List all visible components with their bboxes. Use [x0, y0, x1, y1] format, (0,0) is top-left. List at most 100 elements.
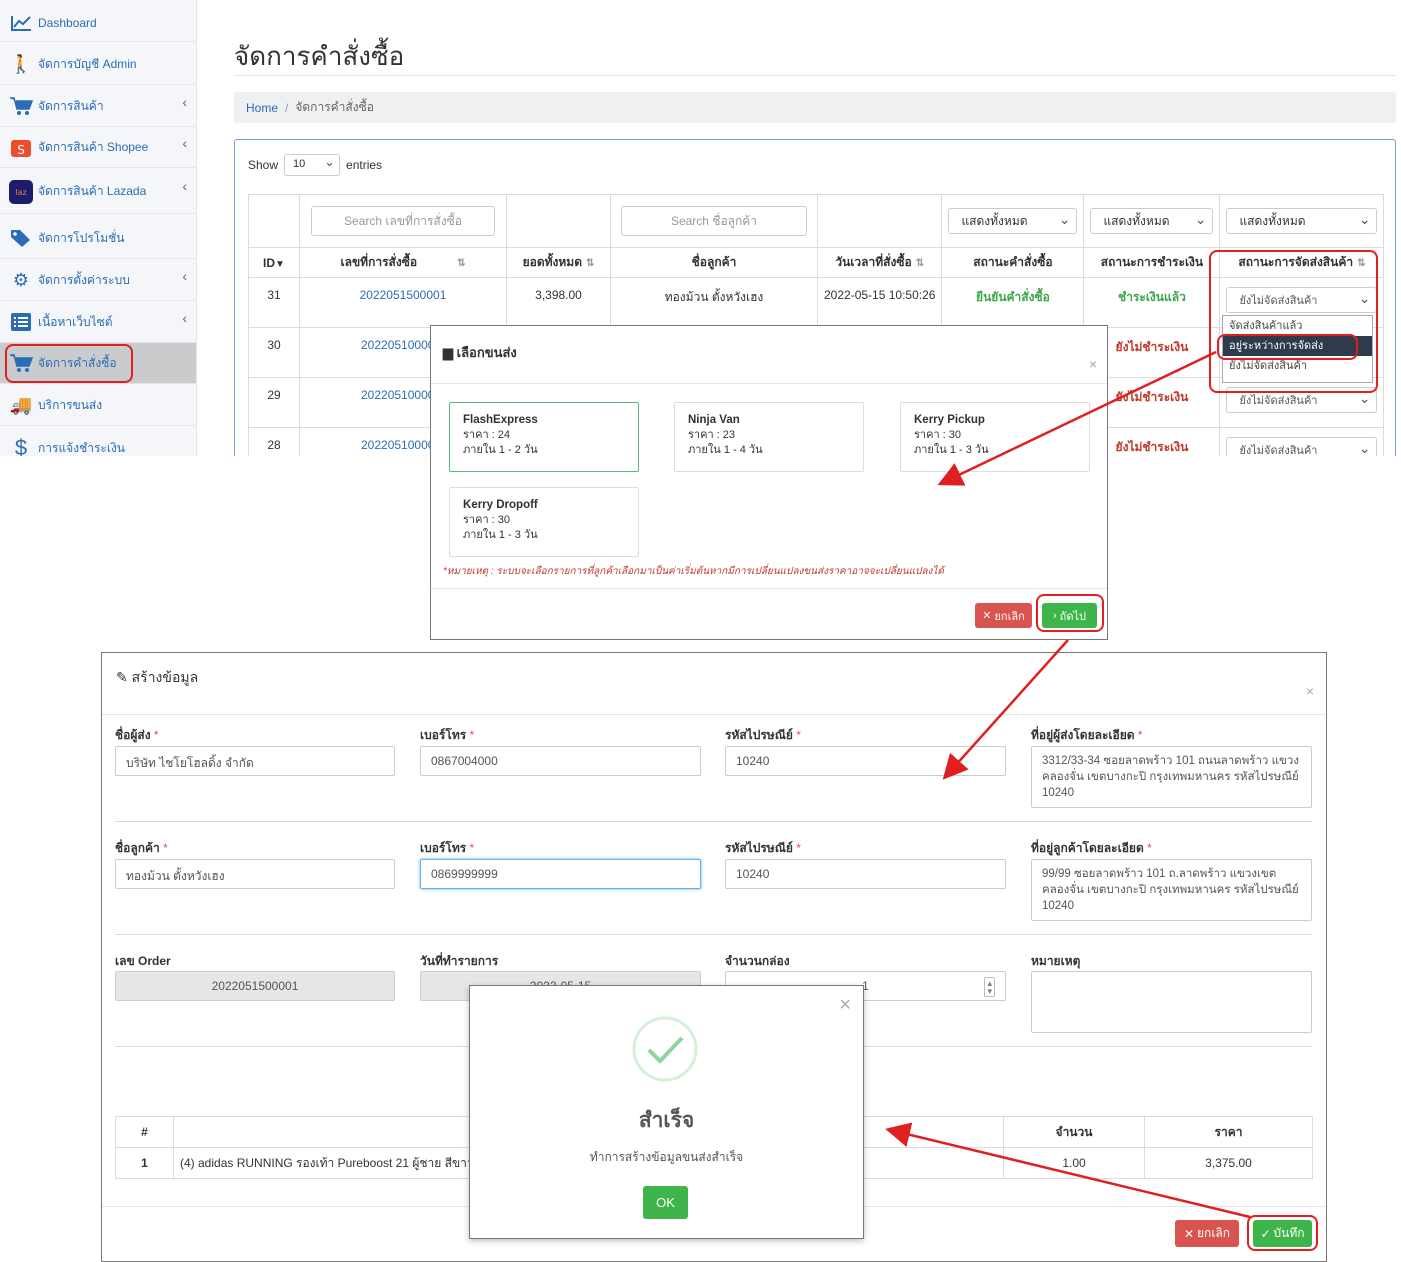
sidebar-item-products[interactable]: จัดการสินค้า ‹ — [0, 86, 196, 127]
dropdown-option[interactable]: จัดส่งสินค้าแล้ว — [1229, 320, 1303, 332]
col-header-order-no[interactable]: เลขที่การสั่งซื้อ ⇅ — [299, 247, 507, 278]
option-name: FlashExpress — [463, 414, 538, 426]
sidebar-item-label: จัดการบัญชี Admin — [38, 56, 137, 71]
order-number-label: เลข Order — [115, 954, 171, 968]
box-count-value: 1 — [862, 979, 869, 993]
customer-name-input[interactable]: ทองม้วน ตั้งหวังเฮง — [115, 859, 395, 889]
shopee-icon: S — [8, 135, 34, 159]
sender-name-input[interactable]: บริษัท ไชโยโฮลดิ้ง จำกัด — [115, 746, 395, 776]
sidebar-item-promotion[interactable]: จัดการโปรโมชั่น — [0, 218, 196, 259]
divider — [431, 383, 1107, 384]
page-title: จัดการคำสั่งซื้อ — [234, 42, 405, 72]
customer-zip-input[interactable]: 10240 — [725, 859, 1006, 889]
sort-icon: ⇅ — [915, 258, 925, 269]
sidebar-item-settings[interactable]: ⚙ จัดการตั้งค่าระบบ ‹ — [0, 260, 196, 301]
shipping-option-kerry-dropoff[interactable]: Kerry Dropoff ราคา : 30 ภายใน 1 - 3 วัน — [449, 487, 639, 557]
save-label: บันทึก — [1273, 1226, 1305, 1240]
next-button[interactable]: › ถัดไป — [1042, 603, 1097, 628]
sidebar-item-content[interactable]: เนื้อหาเว็บไซต์ ‹ — [0, 302, 196, 343]
cell-qty: 1.00 — [1003, 1147, 1145, 1179]
shipping-option-kerry-pickup[interactable]: Kerry Pickup ราคา : 30 ภายใน 1 - 3 วัน — [900, 402, 1090, 472]
show-label: Show — [248, 158, 279, 172]
required-mark: * — [796, 728, 801, 742]
calendar-icon: ▆ — [443, 345, 453, 360]
required-mark: * — [469, 841, 475, 855]
sidebar-item-label: จัดการตั้งค่าระบบ — [38, 272, 130, 287]
shipping-option-ninja[interactable]: Ninja Van ราคา : 23 ภายใน 1 - 4 วัน — [674, 402, 864, 472]
filter-row: Search เลขที่การสั่งซื้อ Search ชื่อลูกค… — [248, 194, 1385, 248]
cell-order-link[interactable]: 2022051500001 — [299, 277, 507, 328]
sidebar-item-admin[interactable]: 🚶 จัดการบัญชี Admin — [0, 44, 196, 85]
col-header-qty: จำนวน — [1003, 1116, 1145, 1148]
cart-icon — [8, 94, 34, 118]
dropdown-option[interactable]: ยังไม่จัดส่งสินค้า — [1229, 360, 1308, 372]
entries-select[interactable]: 10 — [284, 154, 341, 176]
modal-title: เลือกขนส่ง — [456, 345, 517, 360]
payment-status-filter[interactable]: แสดงทั้งหมด — [1090, 208, 1214, 234]
col-header-total[interactable]: ยอดทั้งหมด ⇅ — [506, 247, 611, 278]
sidebar-item-dashboard[interactable]: Dashboard — [0, 4, 196, 42]
option-time: ภายใน 1 - 3 วัน — [463, 529, 538, 541]
col-header-label: สถานะการจัดส่งสินค้า — [1238, 255, 1354, 269]
ship-status-select[interactable]: ยังไม่จัดส่งสินค้า — [1226, 287, 1378, 313]
list-icon — [8, 310, 34, 334]
sender-phone-input[interactable]: 0867004000 — [420, 746, 701, 776]
check-icon: ✓ — [1260, 1226, 1271, 1241]
col-header-id[interactable]: ID▼ — [248, 247, 300, 278]
close-icon[interactable]: × — [1088, 356, 1097, 372]
col-header-customer[interactable]: ชื่อลูกค้า — [610, 247, 818, 278]
option-price: ราคา : 30 — [914, 429, 962, 441]
save-button[interactable]: ✓ บันทึก — [1253, 1220, 1312, 1247]
customer-phone-label: เบอร์โทร * — [420, 839, 474, 858]
close-icon[interactable]: × — [839, 994, 851, 1016]
sender-address-textarea[interactable]: 3312/33-34 ซอยลาดพร้าว 101 ถนนลาดพร้าว แ… — [1031, 746, 1312, 808]
sidebar-item-shipping[interactable]: 🚚 บริการขนส่ง — [0, 385, 196, 426]
col-header-payment-status[interactable]: สถานะการชำระเงิน — [1083, 247, 1221, 278]
remark-textarea[interactable] — [1031, 971, 1312, 1033]
ship-status-dropdown: จัดส่งสินค้าแล้ว อยู่ระหว่างการจัดส่ง ยั… — [1222, 315, 1373, 383]
sender-name-label: ชื่อผู้ส่ง * — [115, 726, 159, 745]
search-customer-input[interactable]: Search ชื่อลูกค้า — [621, 206, 807, 236]
shipping-modal: ▆ เลือกขนส่ง × FlashExpress ราคา : 24 ภา… — [430, 325, 1108, 640]
close-icon[interactable]: × — [1305, 683, 1314, 699]
ok-button[interactable]: OK — [643, 1186, 688, 1219]
search-order-input[interactable]: Search เลขที่การสั่งซื้อ — [311, 206, 495, 236]
modal-header: ▆ เลือกขนส่ง — [443, 342, 517, 363]
spinner-icon[interactable]: ▴ ▾ — [984, 977, 995, 997]
chevron-left-icon: ‹ — [182, 135, 187, 151]
cancel-button[interactable]: ✕ ยกเลิก — [1175, 1220, 1239, 1247]
label-text: ชื่อผู้ส่ง — [115, 728, 151, 742]
highlight-box — [1209, 250, 1378, 393]
option-time: ภายใน 1 - 3 วัน — [914, 444, 989, 456]
customer-phone-input[interactable]: 0869999999 — [420, 859, 701, 889]
chevron-right-icon: › — [1053, 609, 1057, 622]
cancel-label: ยกเลิก — [994, 610, 1025, 623]
col-header-label: เลขที่การสั่งซื้อ — [340, 255, 418, 269]
breadcrumb-home[interactable]: Home — [246, 100, 279, 115]
sidebar-item-lazada[interactable]: laz จัดการสินค้า Lazada ‹ — [0, 170, 196, 214]
col-header-number: # — [115, 1116, 174, 1148]
sender-zip-input[interactable]: 10240 — [725, 746, 1006, 776]
sort-icon: ⇅ — [586, 258, 595, 269]
shipping-option-flash[interactable]: FlashExpress ราคา : 24 ภายใน 1 - 2 วัน — [449, 402, 639, 472]
customer-address-textarea[interactable]: 99/99 ซอยลาดพร้าว 101 ถ.ลาดพร้าว แขวงเขต… — [1031, 859, 1312, 921]
breadcrumb-separator: / — [285, 100, 289, 115]
remark-label: หมายเหตุ — [1031, 954, 1081, 968]
sort-icon: ⇅ — [457, 258, 466, 269]
col-header-ship-status[interactable]: สถานะการจัดส่งสินค้า ⇅ — [1219, 247, 1385, 278]
sidebar-item-orders[interactable]: จัดการคำสั่งซื้อ — [0, 343, 196, 384]
order-status-filter[interactable]: แสดงทั้งหมด — [948, 208, 1078, 234]
col-header-order-status[interactable]: สถานะคำสั่งซื้อ — [941, 247, 1085, 278]
cell-total: 3,398.00 — [506, 277, 611, 328]
sidebar-item-payment[interactable]: $ การแจ้งชำระเงิน — [0, 428, 196, 456]
shipping-status-filter[interactable]: แสดงทั้งหมด — [1226, 208, 1378, 234]
sidebar-item-label: เนื้อหาเว็บไซต์ — [38, 314, 113, 329]
dropdown-option-selected[interactable]: อยู่ระหว่างการจัดส่ง — [1223, 336, 1372, 356]
cancel-button[interactable]: ✕ ยกเลิก — [975, 603, 1032, 628]
ship-status-select[interactable]: ยังไม่จัดส่งสินค้า — [1226, 387, 1378, 413]
success-title: สำเร็จ — [638, 1109, 695, 1132]
col-header-datetime[interactable]: วันเวลาที่สั่งซื้อ ⇅ — [816, 247, 943, 278]
sidebar-item-shopee[interactable]: S จัดการสินค้า Shopee ‹ — [0, 127, 196, 168]
entries-label: entries — [346, 158, 383, 172]
divider — [115, 821, 1312, 822]
